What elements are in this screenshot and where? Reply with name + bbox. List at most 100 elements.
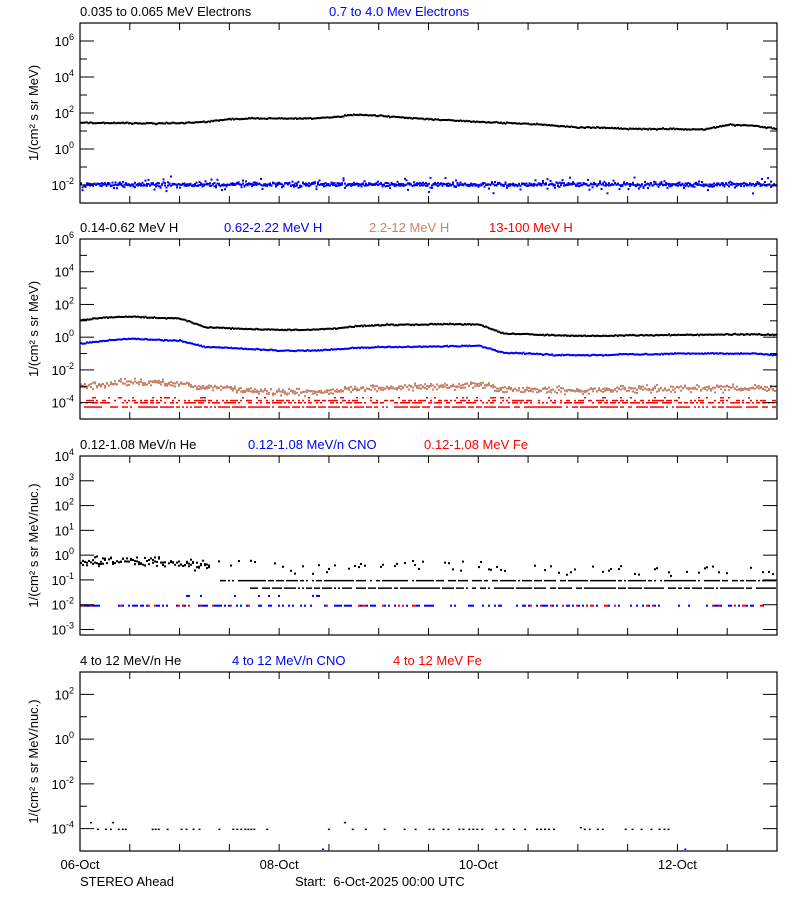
plot-frame [79,455,778,636]
data-point [167,181,169,184]
data-point [362,579,364,582]
data-point [659,334,661,337]
data-point [766,406,768,408]
data-point [587,334,589,337]
data-point [696,184,699,186]
data-point [366,406,368,408]
data-point [195,184,198,187]
data-point [624,386,626,389]
series-0-14-0-62-mev-h [80,315,777,338]
data-point [411,323,414,326]
data-point [476,120,478,123]
series-0-035-to-0-065-mev-electrons [80,113,777,131]
data-point [416,385,418,387]
data-point [658,587,660,589]
data-point [231,183,234,186]
data-point [660,587,662,589]
data-point [358,566,360,569]
data-point [748,402,750,404]
data-point [354,385,356,388]
data-point [196,566,198,569]
data-point [356,579,358,582]
data-point [174,317,177,320]
data-point [681,333,684,336]
data-point [602,406,604,408]
data-point [389,323,391,326]
data-point [344,387,346,390]
data-point [213,182,216,184]
data-point [548,828,550,831]
data-point [736,406,738,408]
data-point [664,402,666,404]
data-point [740,389,742,392]
data-point [659,353,661,356]
data-point [132,604,134,607]
data-point [176,561,178,564]
data-point [662,334,664,337]
data-point [447,828,450,831]
data-point [320,406,322,408]
data-point [231,326,234,329]
data-point [688,604,690,607]
data-point [215,184,217,187]
data-point [744,352,747,355]
data-point [724,388,726,391]
data-point [552,406,554,408]
data-point [312,406,314,408]
data-point [468,120,471,122]
data-point [474,344,477,347]
data-point [426,323,429,326]
data-point [644,579,646,582]
data-point [740,579,742,582]
data-point [771,184,774,187]
data-point [252,406,254,408]
data-point [579,334,582,337]
data-point [456,182,459,184]
data-point [736,399,738,402]
data-point [512,184,514,187]
data-point [588,587,590,589]
data-point [728,123,730,126]
data-point [132,122,135,125]
data-point [494,184,496,187]
y-tick-base: 10 [52,598,66,613]
data-point [530,406,532,408]
data-point [418,387,420,390]
data-point [634,573,636,575]
data-point [533,333,535,336]
data-point [272,406,274,408]
data-point [155,123,157,126]
data-point [341,326,343,329]
data-point [270,579,272,582]
data-point [675,334,678,337]
data-point [386,579,388,582]
data-point [246,604,248,607]
data-point [268,587,270,589]
data-point [314,399,316,402]
data-point [314,328,316,331]
data-point [458,587,460,589]
data-point [405,116,408,119]
data-point [303,328,306,331]
data-point [654,568,656,571]
data-point [362,183,364,186]
data-point [360,604,362,607]
data-point [138,122,141,125]
data-point [398,385,400,388]
data-point [177,317,180,320]
data-point [672,334,675,336]
data-point [614,334,616,337]
data-point [131,183,133,186]
data-point [766,587,768,589]
data-point [170,184,172,187]
data-point [438,402,440,404]
data-point [486,402,488,404]
data-point [398,184,400,187]
data-point [393,324,396,327]
data-point [263,348,265,351]
data-point [197,184,199,187]
data-point [330,579,332,582]
data-point [560,181,562,184]
data-point [604,587,606,589]
data-point [362,587,364,589]
